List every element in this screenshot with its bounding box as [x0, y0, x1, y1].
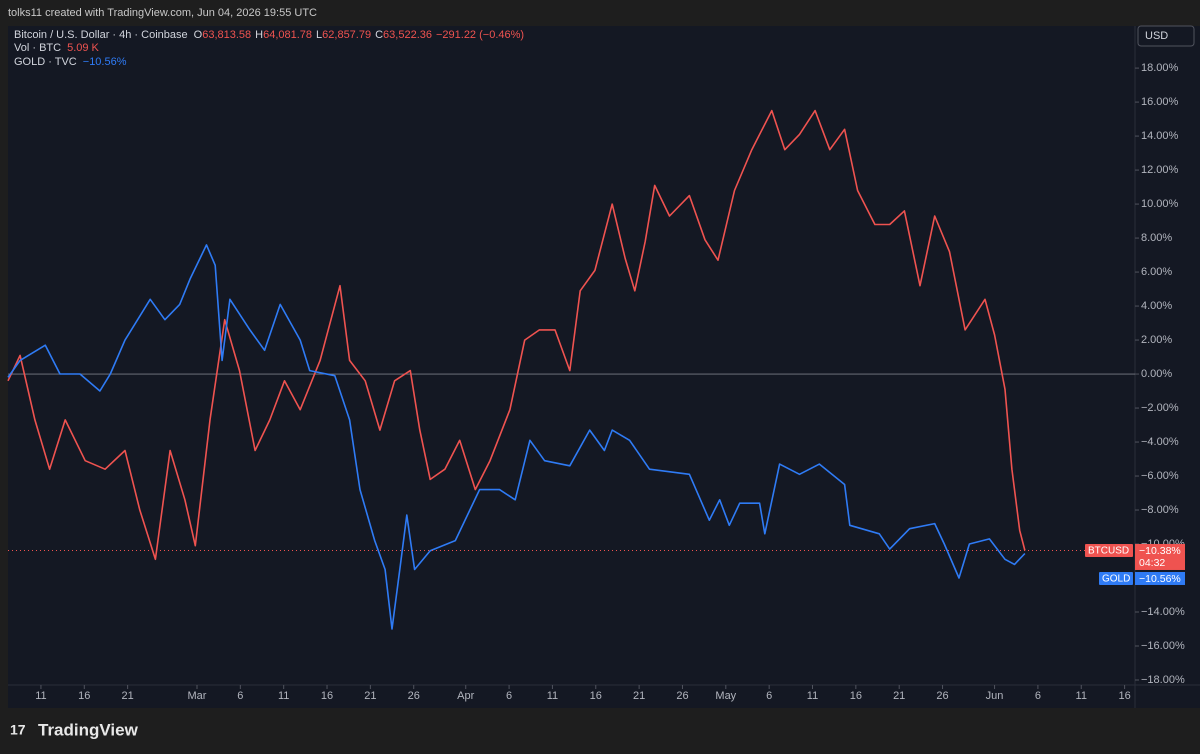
x-tick-label: May [715, 690, 736, 702]
x-tick-label: 6 [1035, 690, 1041, 702]
x-tick-label: 16 [590, 690, 602, 702]
tag-name-box [1085, 543, 1133, 557]
legend-title: Vol · BTC [14, 42, 61, 54]
x-tick-label: Mar [188, 690, 207, 702]
y-tick-label: −14.00% [1141, 606, 1185, 618]
legend-label: C [375, 29, 383, 41]
tag-value: −10.38% [1139, 545, 1181, 557]
footer-brand: TradingView [38, 720, 139, 739]
legend-label: O [194, 29, 203, 41]
y-tick-label: −18.00% [1141, 674, 1185, 686]
x-tick-label: 26 [676, 690, 688, 702]
legend-label: H [255, 29, 263, 41]
tag-box [1135, 571, 1185, 585]
x-tick-label: 11 [807, 690, 818, 702]
x-tick-label: 16 [78, 690, 90, 702]
x-tick-label: 16 [1118, 690, 1130, 702]
y-tick-label: −2.00% [1141, 402, 1179, 414]
x-tick-label: 16 [321, 690, 333, 702]
tag-value: −10.56% [1139, 573, 1181, 585]
tag-name: GOLD [1102, 574, 1130, 585]
currency-box[interactable] [1137, 25, 1195, 47]
x-tick-label: 11 [547, 690, 558, 702]
x-tick-label: 11 [278, 690, 289, 702]
y-tick-label: 6.00% [1141, 266, 1172, 278]
y-tick-label: 4.00% [1141, 300, 1172, 312]
y-tick-label: −16.00% [1141, 640, 1185, 652]
tag-name: BTCUSD [1088, 546, 1129, 557]
legend-value: −10.56% [83, 56, 127, 68]
x-tick-label: 11 [35, 690, 46, 702]
legend-value: 63,813.58 [202, 29, 251, 41]
x-tick-label: 16 [850, 690, 862, 702]
y-tick-label: 0.00% [1141, 368, 1172, 380]
x-tick-label: 26 [936, 690, 948, 702]
footer-logo: 17 [10, 722, 26, 738]
tag-box [1135, 543, 1185, 570]
x-tick-label: 6 [506, 690, 512, 702]
x-tick-label: 21 [364, 690, 376, 702]
legend-value: 63,522.36 [383, 29, 432, 41]
x-tick-label: 11 [1076, 690, 1087, 702]
legend-title: GOLD · TVC [14, 56, 77, 68]
x-tick-label: 21 [633, 690, 645, 702]
legend-vol: Vol · BTC 5.09 K [14, 42, 100, 54]
legend-value: 62,857.79 [322, 29, 371, 41]
x-tick-label: 6 [237, 690, 243, 702]
x-tick-label: 21 [122, 690, 134, 702]
chart-panel [8, 26, 1200, 708]
tag-time: 04:32 [1139, 557, 1165, 569]
y-tick-label: −6.00% [1141, 470, 1179, 482]
legend-value: 5.09 K [67, 42, 99, 54]
y-tick-label: −4.00% [1141, 436, 1179, 448]
x-tick-label: 26 [408, 690, 420, 702]
legend-label: L [316, 29, 322, 41]
header-text: tolks11 created with TradingView.com, Ju… [8, 7, 317, 19]
legend-main: Bitcoin / U.S. Dollar · 4h · Coinbase O63… [14, 29, 524, 41]
y-tick-label: 14.00% [1141, 130, 1179, 142]
y-tick-label: −8.00% [1141, 504, 1179, 516]
y-tick-label: 8.00% [1141, 232, 1172, 244]
legend-title: Bitcoin / U.S. Dollar · 4h · Coinbase [14, 29, 188, 41]
y-tick-label: 2.00% [1141, 334, 1172, 346]
legend-change: −291.22 (−0.46%) [436, 29, 524, 41]
series-line [7, 244, 1026, 630]
x-tick-label: 6 [766, 690, 772, 702]
footer [0, 708, 1200, 754]
series-line [7, 109, 1026, 561]
x-tick-label: 21 [893, 690, 905, 702]
legend-gold: GOLD · TVC −10.56% [14, 56, 127, 68]
y-tick-label: 10.00% [1141, 198, 1179, 210]
tag-name-box [1099, 571, 1133, 585]
y-tick-label: 12.00% [1141, 164, 1179, 176]
legend-value: 64,081.78 [263, 29, 312, 41]
x-tick-label: Apr [457, 690, 474, 702]
currency[interactable]: USD [1145, 30, 1168, 42]
y-tick-label: 18.00% [1141, 62, 1179, 74]
y-tick-label: 16.00% [1141, 96, 1179, 108]
x-tick-label: Jun [986, 690, 1004, 702]
